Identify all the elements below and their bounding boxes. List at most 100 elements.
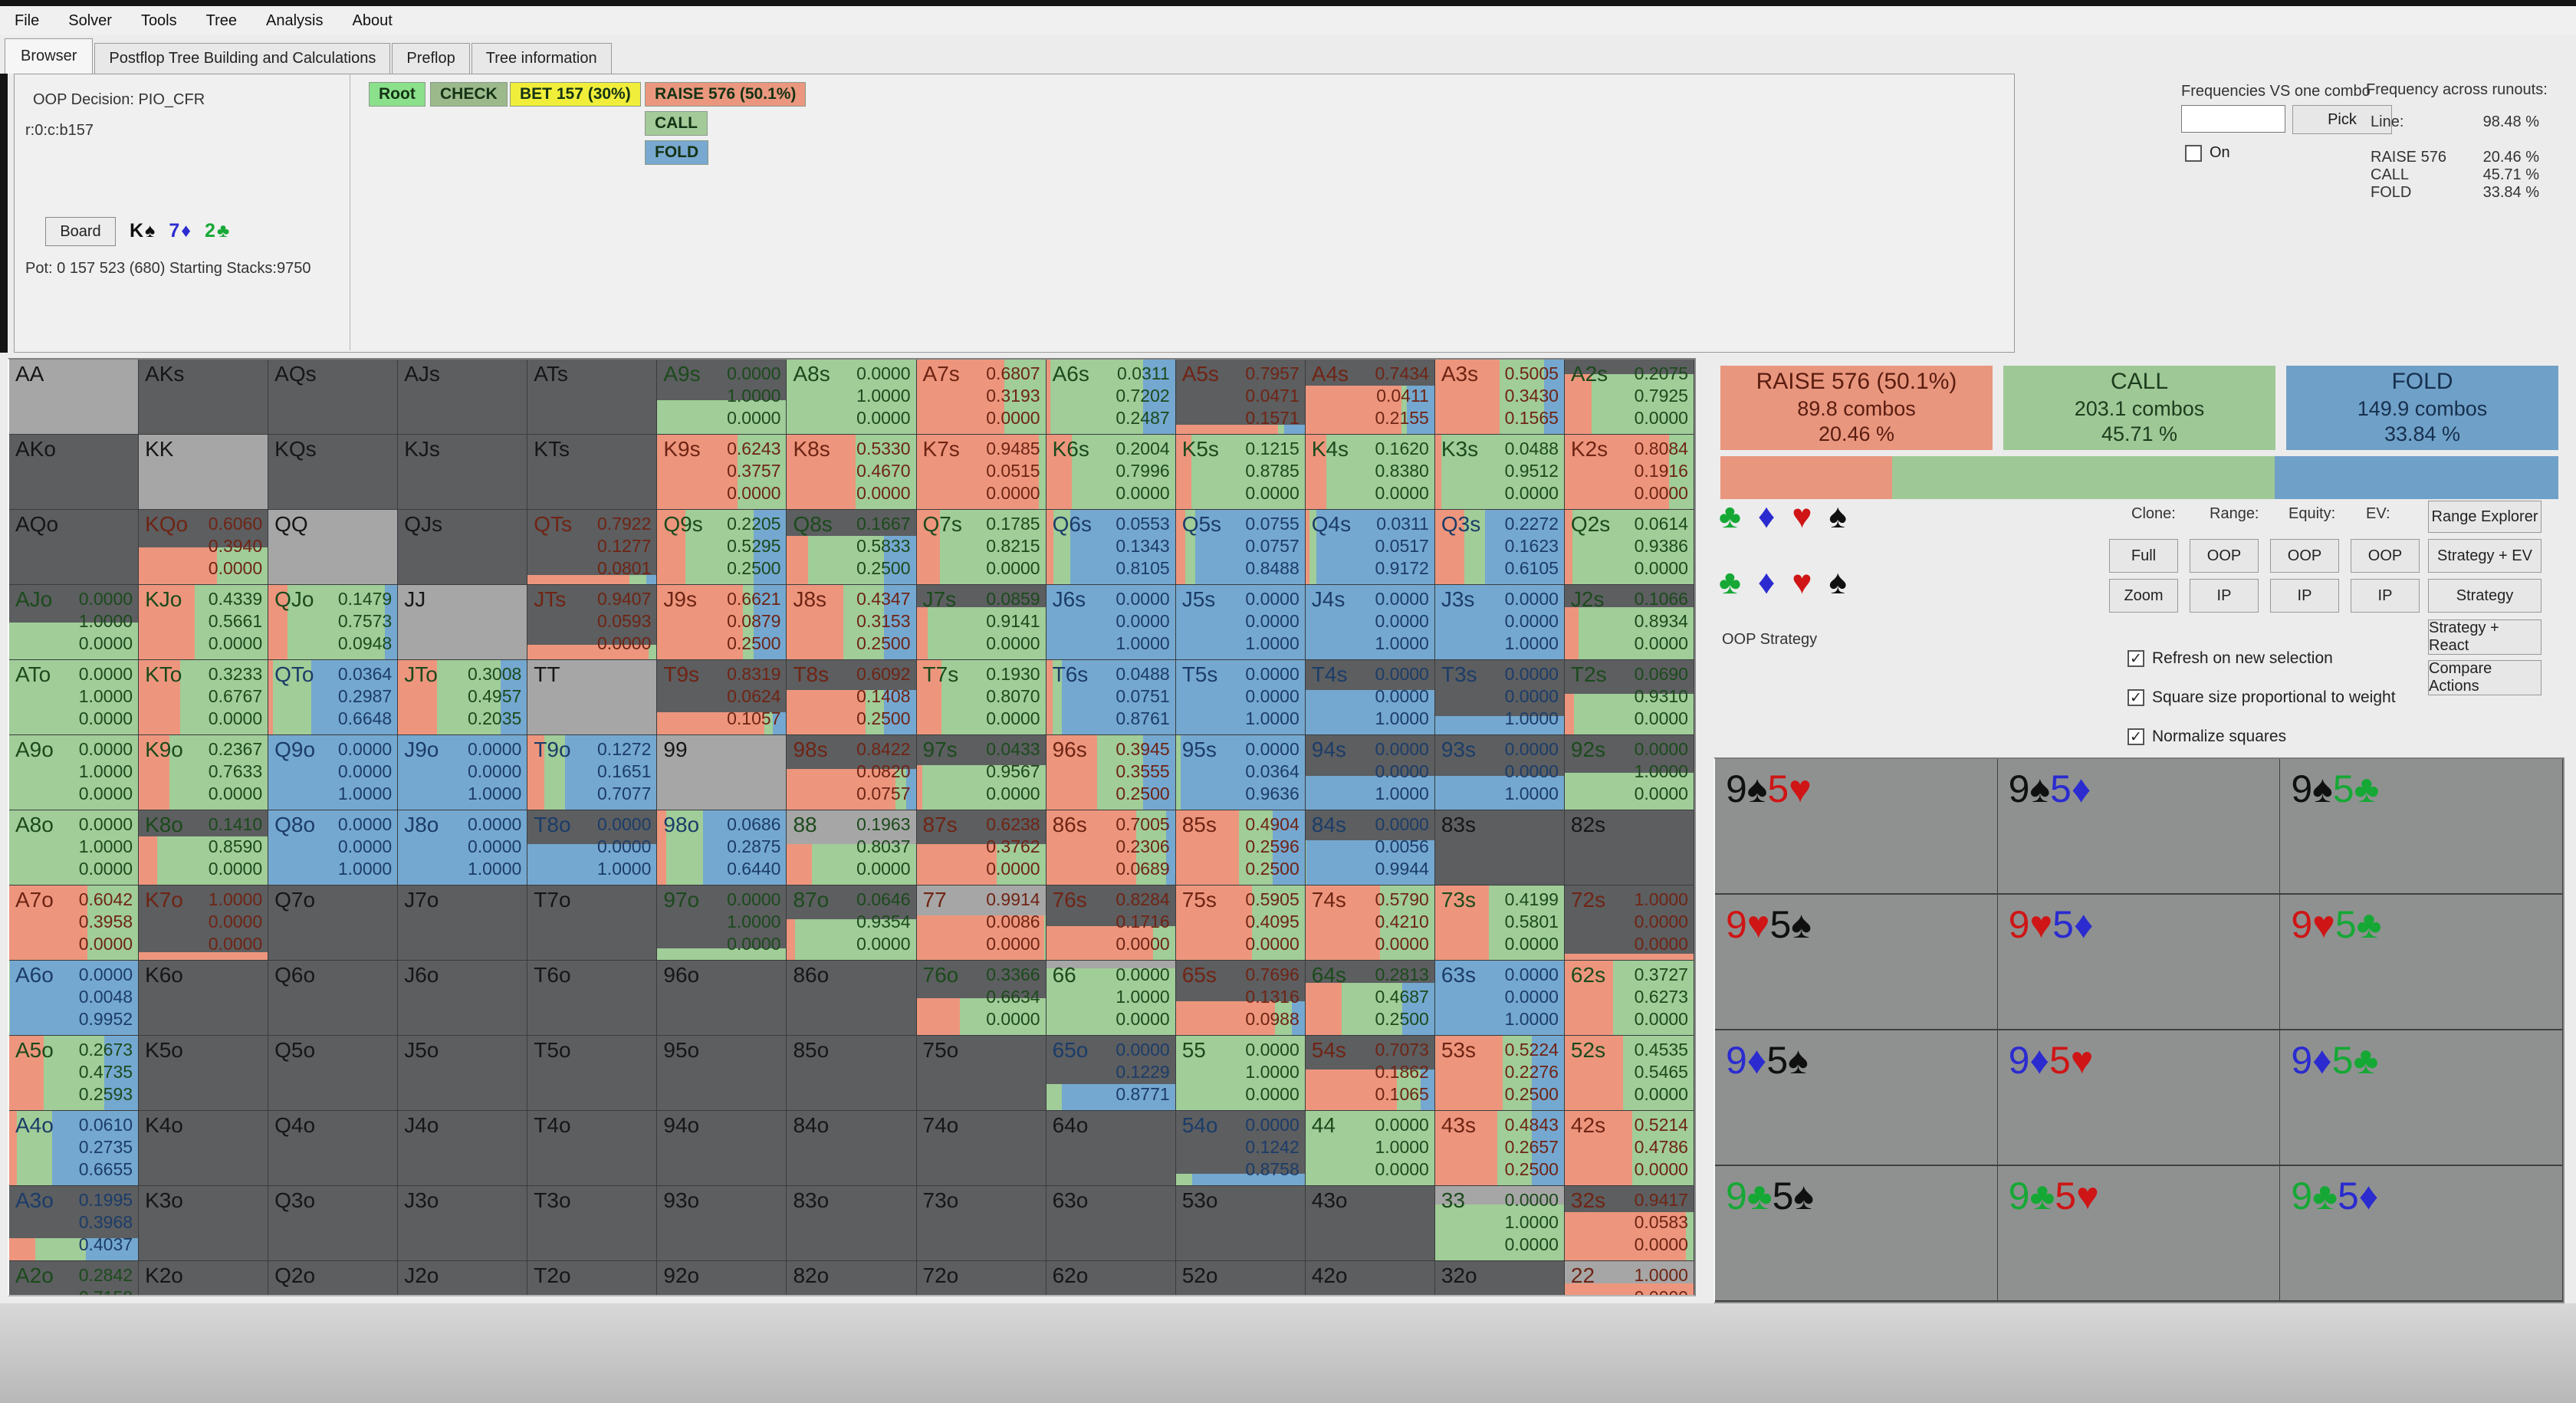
hand-cell-Q6s[interactable]: Q6s 0.0553 0.1343 0.8105	[1046, 510, 1176, 585]
hand-cell-J8o[interactable]: J8o 0.0000 0.0000 1.0000	[398, 810, 528, 886]
compare-actions-button[interactable]: Compare Actions	[2428, 660, 2542, 695]
hand-cell-A8o[interactable]: A8o 0.0000 1.0000 0.0000	[9, 810, 140, 886]
tree-node-raise-576-50-1-[interactable]: RAISE 576 (50.1%)	[645, 82, 807, 107]
on-checkbox-row[interactable]: On	[2185, 144, 2230, 162]
hand-cell-K9s[interactable]: K9s 0.6243 0.3757 0.0000	[657, 435, 787, 510]
hand-cell-K5s[interactable]: K5s 0.1215 0.8785 0.0000	[1175, 435, 1306, 510]
hand-cell-JTo[interactable]: JTo 0.3008 0.4957 0.2035	[398, 660, 528, 735]
hand-cell-62o[interactable]: 62o	[1046, 1261, 1176, 1295]
hand-cell-A5o[interactable]: A5o 0.2673 0.4735 0.2593	[9, 1036, 140, 1111]
on-checkbox[interactable]	[2185, 144, 2202, 162]
tab-postflop-tree-building-and-calculations[interactable]: Postflop Tree Building and Calculations	[94, 43, 391, 74]
hand-cell-43o[interactable]: 43o	[1305, 1186, 1435, 1261]
hand-cell-T8s[interactable]: T8s 0.6092 0.1408 0.2500	[787, 660, 917, 735]
hand-cell-ATo[interactable]: ATo 0.0000 1.0000 0.0000	[9, 660, 140, 735]
hand-cell-63o[interactable]: 63o	[1046, 1186, 1176, 1261]
hand-cell-Q5s[interactable]: Q5s 0.0755 0.0757 0.8488	[1175, 510, 1306, 585]
option-normalize-squares[interactable]: ✓ Normalize squares	[2128, 728, 2286, 746]
hand-cell-Q3s[interactable]: Q3s 0.2272 0.1623 0.6105	[1434, 510, 1565, 585]
hand-cell-T8o[interactable]: T8o 0.0000 0.0000 1.0000	[527, 810, 658, 886]
hand-cell-74s[interactable]: 74s 0.5790 0.4210 0.0000	[1305, 886, 1435, 961]
hand-cell-76s[interactable]: 76s 0.8284 0.1716 0.0000	[1046, 886, 1176, 961]
hand-cell-94o[interactable]: 94o	[657, 1111, 787, 1186]
hand-cell-A7o[interactable]: A7o 0.6042 0.3958 0.0000	[9, 886, 140, 961]
hand-cell-Q7s[interactable]: Q7s 0.1785 0.8215 0.0000	[916, 510, 1046, 585]
hand-cell-65o[interactable]: 65o 0.0000 0.1229 0.8771	[1046, 1036, 1176, 1111]
strategy-react-button[interactable]: Strategy + React	[2428, 619, 2542, 655]
hand-cell-94s[interactable]: 94s 0.0000 0.0000 1.0000	[1305, 735, 1435, 810]
combo-cell-9s5d[interactable]: 9♠5♦	[1997, 759, 2281, 895]
hand-cell-87o[interactable]: 87o 0.0646 0.9354 0.0000	[787, 886, 917, 961]
hand-cell-86o[interactable]: 86o	[787, 961, 917, 1036]
hand-cell-J5o[interactable]: J5o	[398, 1036, 528, 1111]
hand-cell-87s[interactable]: 87s 0.6238 0.3762 0.0000	[916, 810, 1046, 886]
hand-cell-K3s[interactable]: K3s 0.0488 0.9512 0.0000	[1434, 435, 1565, 510]
hand-cell-83o[interactable]: 83o	[787, 1186, 917, 1261]
hand-cell-A6o[interactable]: A6o 0.0000 0.0048 0.9952	[9, 961, 140, 1036]
hand-cell-T4s[interactable]: T4s 0.0000 0.0000 1.0000	[1305, 660, 1435, 735]
combo-cell-9h5s[interactable]: 9♥5♠	[1715, 895, 1998, 1030]
hand-cell-K2o[interactable]: K2o	[139, 1261, 269, 1295]
hand-cell-92o[interactable]: 92o	[657, 1261, 787, 1295]
hand-cell-75s[interactable]: 75s 0.5905 0.4095 0.0000	[1175, 886, 1306, 961]
hand-cell-84o[interactable]: 84o	[787, 1111, 917, 1186]
hand-cell-AQs[interactable]: AQs	[268, 360, 399, 435]
hand-cell-42o[interactable]: 42o	[1305, 1261, 1435, 1295]
checkbox-icon[interactable]: ✓	[2128, 650, 2144, 667]
hand-cell-93o[interactable]: 93o	[657, 1186, 787, 1261]
heart-icon[interactable]: ♥	[1792, 564, 1829, 601]
hand-cell-76o[interactable]: 76o 0.3366 0.6634 0.0000	[916, 961, 1046, 1036]
hand-cell-K7s[interactable]: K7s 0.9485 0.0515 0.0000	[916, 435, 1046, 510]
hand-cell-98o[interactable]: 98o 0.0686 0.2875 0.6440	[657, 810, 787, 886]
hand-cell-QJs[interactable]: QJs	[398, 510, 528, 585]
hand-cell-J7o[interactable]: J7o	[398, 886, 528, 961]
hand-cell-KTs[interactable]: KTs	[527, 435, 658, 510]
menu-item-tree[interactable]: Tree	[205, 12, 238, 29]
spade-icon[interactable]: ♠	[1829, 564, 1864, 601]
view-button-zoom-1-0[interactable]: Zoom	[2109, 579, 2178, 613]
hand-cell-99[interactable]: 99	[657, 735, 787, 810]
hand-cell-J9s[interactable]: J9s 0.6621 0.0879 0.2500	[657, 585, 787, 660]
hand-cell-T6s[interactable]: T6s 0.0488 0.0751 0.8761	[1046, 660, 1176, 735]
hand-cell-72s[interactable]: 72s 1.0000 0.0000 0.0000	[1564, 886, 1694, 961]
hand-cell-QTs[interactable]: QTs 0.7922 0.1277 0.0801	[527, 510, 658, 585]
hand-cell-Q3o[interactable]: Q3o	[268, 1186, 399, 1261]
spade-icon[interactable]: ♠	[1829, 498, 1864, 535]
hand-cell-52s[interactable]: 52s 0.4535 0.5465 0.0000	[1564, 1036, 1694, 1111]
hand-cell-A5s[interactable]: A5s 0.7957 0.0471 0.1571	[1175, 360, 1306, 435]
hand-cell-A4o[interactable]: A4o 0.0610 0.2735 0.6655	[9, 1111, 140, 1186]
hand-cell-64o[interactable]: 64o	[1046, 1111, 1176, 1186]
hand-cell-32o[interactable]: 32o	[1434, 1261, 1565, 1295]
hand-cell-Q8o[interactable]: Q8o 0.0000 0.0000 1.0000	[268, 810, 399, 886]
view-button-ip-1-1[interactable]: IP	[2190, 579, 2259, 613]
hand-cell-77[interactable]: 77 0.9914 0.0086 0.0000	[916, 886, 1046, 961]
hand-cell-T7s[interactable]: T7s 0.1930 0.8070 0.0000	[916, 660, 1046, 735]
hand-cell-A3s[interactable]: A3s 0.5005 0.3430 0.1565	[1434, 360, 1565, 435]
hand-cell-ATs[interactable]: ATs	[527, 360, 658, 435]
hand-cell-85o[interactable]: 85o	[787, 1036, 917, 1111]
hand-cell-J7s[interactable]: J7s 0.0859 0.9141 0.0000	[916, 585, 1046, 660]
hand-cell-J5s[interactable]: J5s 0.0000 0.0000 1.0000	[1175, 585, 1306, 660]
combo-cell-9c5s[interactable]: 9♣5♠	[1715, 1166, 1998, 1302]
hand-cell-AJo[interactable]: AJo 0.0000 1.0000 0.0000	[9, 585, 140, 660]
hand-cell-AA[interactable]: AA	[9, 360, 140, 435]
combo-cell-9h5c[interactable]: 9♥5♣	[2280, 895, 2563, 1030]
hand-cell-T3o[interactable]: T3o	[527, 1186, 658, 1261]
view-button-ip-1-2[interactable]: IP	[2270, 579, 2339, 613]
strategy-button[interactable]: Strategy	[2428, 579, 2542, 613]
hand-cell-QQ[interactable]: QQ	[268, 510, 399, 585]
hand-cell-K8o[interactable]: K8o 0.1410 0.8590 0.0000	[139, 810, 269, 886]
combo-cell-9c5h[interactable]: 9♣5♥	[1997, 1166, 2281, 1302]
hand-cell-JJ[interactable]: JJ	[398, 585, 528, 660]
hand-cell-T4o[interactable]: T4o	[527, 1111, 658, 1186]
hand-cell-A7s[interactable]: A7s 0.6807 0.3193 0.0000	[916, 360, 1046, 435]
hand-cell-J2s[interactable]: J2s 0.1066 0.8934 0.0000	[1564, 585, 1694, 660]
combo-cell-9d5c[interactable]: 9♦5♣	[2280, 1030, 2563, 1166]
hand-cell-95s[interactable]: 95s 0.0000 0.0364 0.9636	[1175, 735, 1306, 810]
hand-cell-AKs[interactable]: AKs	[139, 360, 269, 435]
combo-cell-9s5c[interactable]: 9♠5♣	[2280, 759, 2563, 895]
hand-cell-J3s[interactable]: J3s 0.0000 0.0000 1.0000	[1434, 585, 1565, 660]
hand-cell-KK[interactable]: KK	[139, 435, 269, 510]
hand-cell-J3o[interactable]: J3o	[398, 1186, 528, 1261]
combo-cell-9h5d[interactable]: 9♥5♦	[1997, 895, 2281, 1030]
